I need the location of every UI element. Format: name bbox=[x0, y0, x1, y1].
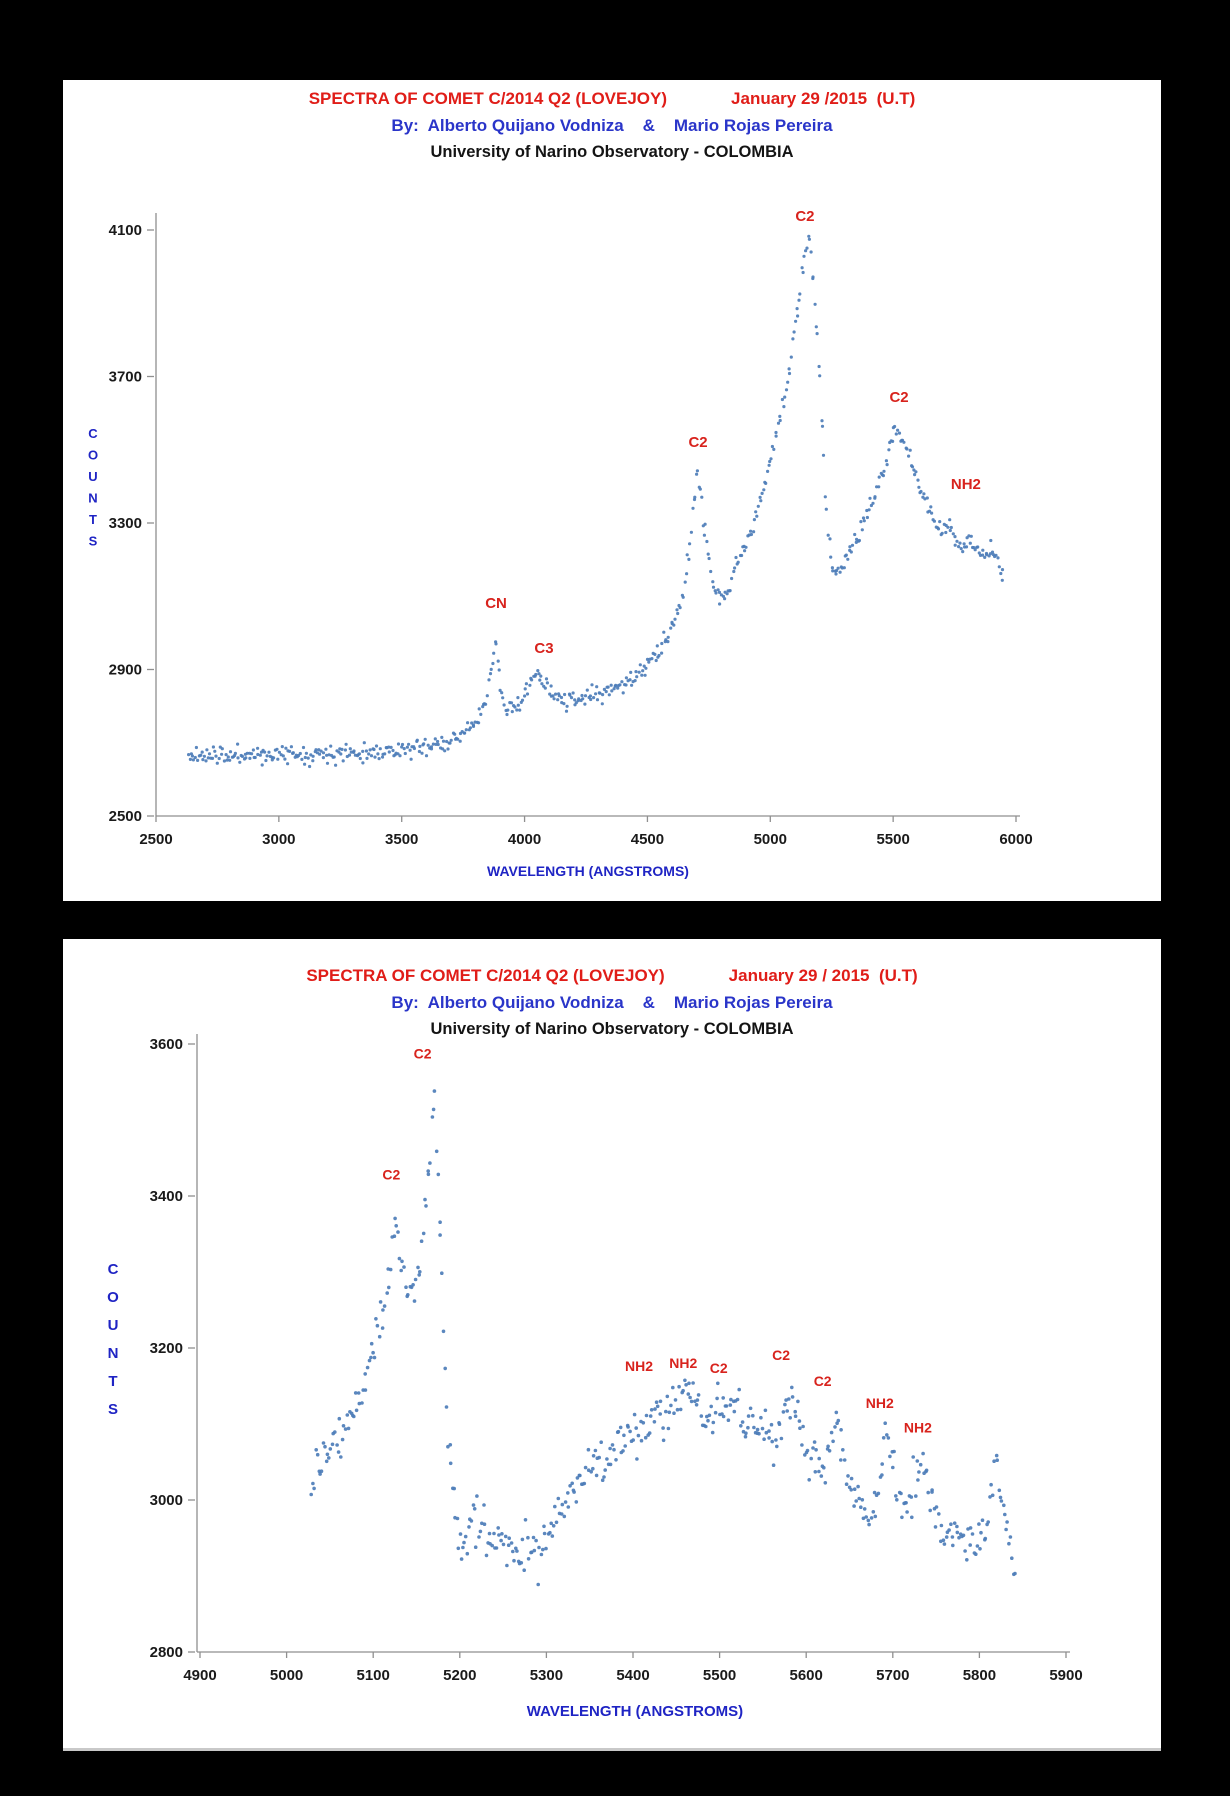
y-axis-title-letter: O bbox=[88, 448, 98, 463]
x-tick-label: 5500 bbox=[876, 831, 909, 848]
y-axis-title-letter: S bbox=[108, 1401, 118, 1418]
x-axis-title: WAVELENGTH (ANGSTROMS) bbox=[527, 1703, 743, 1720]
spectrum-panel-full-range: SPECTRA OF COMET C/2014 Q2 (LOVEJOY) Janu… bbox=[63, 80, 1161, 901]
x-tick-label: 3500 bbox=[385, 831, 418, 848]
y-tick-label: 3400 bbox=[150, 1188, 183, 1205]
y-axis-title-letter: O bbox=[107, 1289, 119, 1306]
axes bbox=[155, 213, 1020, 817]
y-tick-label: 2900 bbox=[109, 662, 142, 679]
annotation-nh2: NH2 bbox=[866, 1395, 894, 1411]
x-tick-label: 3000 bbox=[262, 831, 295, 848]
y-axis-title-letter: S bbox=[89, 534, 98, 549]
annotation-c3: C3 bbox=[534, 640, 553, 657]
y-tick-label: 2500 bbox=[109, 808, 142, 825]
x-tick-label: 5700 bbox=[876, 1667, 909, 1684]
annotation-c2: C2 bbox=[795, 208, 814, 225]
x-tick-label: 5000 bbox=[754, 831, 787, 848]
scatter-plot-zoom-range: 2800 3000 3200 3400 3600 4900 5000 5100 5200 5300… bbox=[107, 1034, 1083, 1720]
annotation-c2: C2 bbox=[772, 1347, 790, 1363]
chart-title: SPECTRA OF COMET C/2014 Q2 (LOVEJOY) bbox=[308, 89, 668, 108]
x-tick-label: 6000 bbox=[999, 831, 1032, 848]
x-tick-label: 5900 bbox=[1049, 1667, 1082, 1684]
chart-byline: By: Alberto Quijano Vodniza & Mario Roja… bbox=[391, 116, 833, 135]
x-tick-label: 5600 bbox=[790, 1667, 823, 1684]
annotation-c2: C2 bbox=[889, 389, 908, 406]
annotation-c2: C2 bbox=[382, 1166, 400, 1182]
annotation-c2: C2 bbox=[814, 1373, 832, 1389]
x-tick-label: 4500 bbox=[631, 831, 664, 848]
annotation-cn: CN bbox=[485, 595, 507, 612]
y-tick-label: 3000 bbox=[150, 1492, 183, 1509]
y-axis-title-letter: U bbox=[88, 469, 97, 484]
chart-byline: By: Alberto Quijano Vodniza & Mario Roja… bbox=[391, 993, 833, 1012]
y-axis-title-letter: N bbox=[108, 1345, 119, 1362]
chart-institution: University of Narino Observatory - COLOM… bbox=[430, 1020, 794, 1038]
y-tick-label: 4100 bbox=[109, 222, 142, 239]
data-points bbox=[187, 234, 1005, 769]
y-tick-label: 3200 bbox=[150, 1340, 183, 1357]
annotation-nh2: NH2 bbox=[669, 1355, 697, 1371]
annotation-nh2: NH2 bbox=[904, 1419, 932, 1435]
chart-title-line: SPECTRA OF COMET C/2014 Q2 (LOVEJOY) Janu… bbox=[63, 85, 1161, 112]
y-axis-title-letter: T bbox=[108, 1373, 117, 1390]
annotation-nh2: NH2 bbox=[625, 1358, 653, 1374]
data-points bbox=[309, 1089, 1017, 1587]
y-axis-title-letter: N bbox=[88, 491, 97, 506]
chart-title: SPECTRA OF COMET C/2014 Q2 (LOVEJOY) bbox=[306, 966, 665, 985]
chart-title-line: SPECTRA OF COMET C/2014 Q2 (LOVEJOY) Janu… bbox=[63, 962, 1161, 989]
y-tick-label: 3700 bbox=[109, 369, 142, 386]
chart-institution: University of Narino Observatory - COLOM… bbox=[430, 143, 794, 161]
x-axis-title: WAVELENGTH (ANGSTROMS) bbox=[487, 863, 689, 879]
x-tick-label: 2500 bbox=[139, 831, 172, 848]
y-axis-title-letter: T bbox=[89, 512, 97, 527]
axes bbox=[196, 1034, 1070, 1653]
x-tick-label: 5000 bbox=[270, 1667, 303, 1684]
scatter-plot-full-range: 2500 2900 3300 3700 4100 2500 3000 3500 4000 4500… bbox=[88, 208, 1033, 879]
y-axis-title-letter: C bbox=[88, 426, 98, 441]
x-tick-label: 5400 bbox=[616, 1667, 649, 1684]
x-tick-label: 5300 bbox=[530, 1667, 563, 1684]
y-axis-title-letter: U bbox=[108, 1317, 119, 1334]
x-tick-label: 5200 bbox=[443, 1667, 476, 1684]
spectrum-panel-zoom-range: SPECTRA OF COMET C/2014 Q2 (LOVEJOY) Janu… bbox=[63, 939, 1161, 1751]
chart-date: January 29 / 2015 (U.T) bbox=[728, 966, 918, 985]
annotation-c2: C2 bbox=[710, 1360, 728, 1376]
y-tick-label: 3300 bbox=[109, 515, 142, 532]
y-tick-label: 3600 bbox=[150, 1036, 183, 1053]
x-tick-label: 5800 bbox=[963, 1667, 996, 1684]
annotation-nh2: NH2 bbox=[951, 476, 981, 493]
annotation-c2: C2 bbox=[688, 434, 707, 451]
chart-date: January 29 /2015 (U.T) bbox=[731, 89, 916, 108]
x-tick-label: 5500 bbox=[703, 1667, 736, 1684]
y-tick-label: 2800 bbox=[150, 1644, 183, 1661]
annotation-c2: C2 bbox=[414, 1045, 432, 1061]
chart-header: SPECTRA OF COMET C/2014 Q2 (LOVEJOY) Janu… bbox=[63, 939, 1161, 1043]
x-tick-label: 4900 bbox=[183, 1667, 216, 1684]
x-tick-label: 4000 bbox=[508, 831, 541, 848]
chart-header: SPECTRA OF COMET C/2014 Q2 (LOVEJOY) Janu… bbox=[63, 80, 1161, 166]
x-tick-label: 5100 bbox=[357, 1667, 390, 1684]
y-axis-title-letter: C bbox=[108, 1261, 119, 1278]
